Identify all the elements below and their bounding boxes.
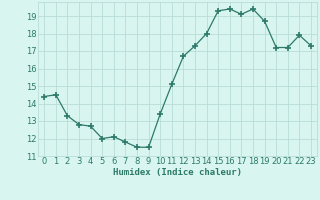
X-axis label: Humidex (Indice chaleur): Humidex (Indice chaleur) [113,168,242,177]
